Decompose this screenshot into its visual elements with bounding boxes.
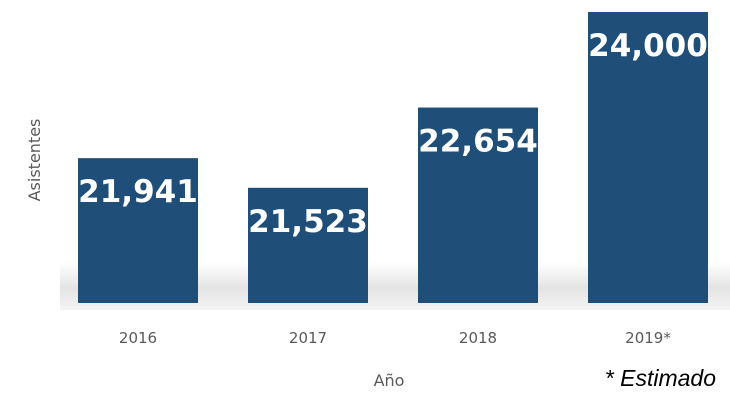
x-tick-label-2019: 2019* [625, 329, 671, 347]
estimate-note: * Estimado [605, 365, 716, 391]
bars-group [78, 12, 708, 303]
bar-2019 [588, 12, 708, 303]
bar-value-label-2019: 24,000 [588, 28, 708, 64]
x-axis-label: Año [374, 371, 405, 390]
bar-2018 [418, 107, 538, 303]
bar-2016 [78, 158, 198, 303]
bar-value-label-2016: 21,941 [78, 174, 198, 210]
x-tick-label-2017: 2017 [289, 329, 327, 347]
x-tick-label-2018: 2018 [459, 329, 497, 347]
x-tick-labels-group: 2016 2017 2018 2019* [119, 329, 671, 347]
x-tick-label-2016: 2016 [119, 329, 157, 347]
bar-value-label-2017: 21,523 [248, 204, 368, 240]
y-axis-label: Asistentes [25, 119, 44, 202]
value-labels-group: 21,941 21,523 22,654 24,000 [78, 28, 708, 240]
bar-value-label-2018: 22,654 [418, 124, 538, 160]
bar-2017 [248, 187, 368, 303]
